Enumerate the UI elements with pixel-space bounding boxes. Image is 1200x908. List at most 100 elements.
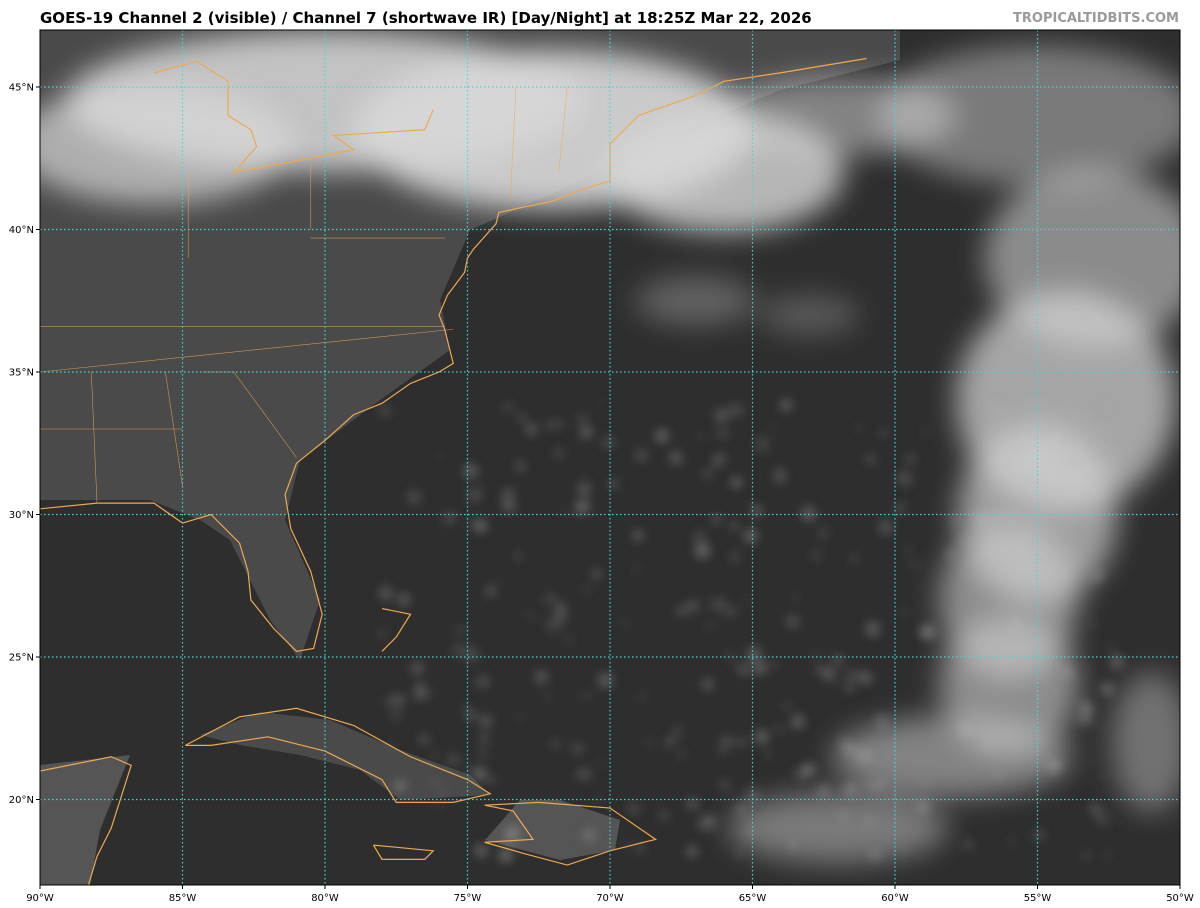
cloud-speck (393, 698, 400, 705)
cloud-speck (746, 646, 762, 662)
cloud-speck (817, 785, 830, 798)
cloud-speck (850, 554, 858, 562)
cloud-speck (1020, 663, 1030, 672)
cloud-speck (1009, 619, 1024, 633)
cloud-speck (922, 780, 928, 787)
land-cuba (200, 712, 490, 800)
cloud-speck (518, 413, 525, 421)
cloud-speck (728, 402, 744, 418)
cloud-speck (734, 665, 739, 670)
cloud-speck (719, 735, 734, 749)
cloud-mass (759, 295, 860, 335)
x-tick-label: 70°W (596, 893, 624, 904)
cloud-speck (803, 762, 816, 776)
cloud-speck (571, 742, 585, 756)
cloud-speck (725, 606, 738, 619)
cloud-speck (811, 550, 822, 561)
cloud-speck (671, 727, 683, 739)
cloud-speck (1099, 723, 1106, 729)
cloud-speck (700, 814, 717, 830)
cloud-speck (791, 714, 805, 729)
cloud-speck (973, 511, 989, 527)
cloud-speck (636, 844, 644, 852)
cloud-speck (583, 586, 590, 593)
cloud-speck (1031, 576, 1038, 583)
cloud-speck (838, 808, 844, 814)
cloud-speck (730, 552, 741, 563)
cloud-speck (475, 520, 487, 532)
cloud-speck (591, 568, 603, 580)
x-tick-label: 85°W (169, 893, 197, 904)
cloud-mass (635, 275, 756, 326)
cloud-speck (514, 553, 522, 561)
cloud-speck (725, 651, 734, 660)
cloud-speck (1095, 811, 1110, 826)
cloud-speck (772, 470, 788, 485)
cloud-speck (896, 470, 913, 487)
cloud-speck (554, 448, 564, 459)
cloud-speck (855, 746, 872, 763)
cloud-speck (598, 760, 604, 765)
cloud-detail-layer (377, 399, 1125, 863)
cloud-speck (545, 616, 562, 633)
cloud-speck (843, 782, 859, 798)
cloud-speck (544, 693, 551, 700)
cloud-speck (736, 804, 746, 814)
cloud-speck (390, 709, 402, 721)
x-tick-label: 80°W (311, 893, 339, 904)
cloud-speck (477, 732, 491, 745)
cloud-speck (397, 593, 411, 606)
cloud-speck (567, 637, 573, 643)
x-tick-label: 50°W (1166, 893, 1194, 904)
coastline (185, 707, 492, 803)
cloud-speck (1090, 803, 1101, 814)
cloud-speck (1090, 484, 1106, 500)
cloud-speck (485, 586, 496, 597)
cloud-speck (596, 797, 602, 803)
cloud-speck (856, 425, 862, 431)
cloud-speck (551, 739, 561, 749)
cloud-speck (632, 530, 644, 541)
cloud-speck (754, 436, 771, 452)
cloud-speck (473, 767, 487, 781)
cloud-speck (993, 771, 1002, 780)
cloud-speck (515, 461, 526, 472)
cloud-speck (544, 592, 556, 605)
cloud-mass (40, 84, 294, 204)
coastlines (40, 57, 867, 885)
cloud-speck (1082, 851, 1090, 860)
cloud-speck (502, 488, 514, 499)
cloud-speck (476, 674, 490, 689)
cloud-speck (393, 779, 407, 793)
cloud-speck (864, 780, 877, 793)
y-tick-label: 25°N (9, 653, 34, 664)
cloud-speck (658, 810, 669, 821)
state-border (509, 86, 517, 202)
y-tick-label: 35°N (9, 368, 34, 379)
cloud-speck (1083, 509, 1089, 515)
cloud-speck (712, 515, 721, 524)
cloud-speck (714, 408, 730, 423)
cloud-speck (858, 671, 872, 685)
cloud-speck (576, 767, 592, 782)
map-title: GOES-19 Channel 2 (visible) / Channel 7 … (40, 9, 812, 27)
cloud-speck (525, 423, 537, 435)
coastline (372, 844, 435, 860)
cloud-speck (474, 844, 488, 858)
cloud-speck (502, 498, 516, 512)
coastline (232, 109, 434, 174)
cloud-speck (841, 741, 856, 756)
cloud-speck (800, 506, 816, 522)
coastline (484, 801, 658, 866)
cloud-speck (635, 566, 641, 572)
cloud-speck (963, 840, 974, 851)
cloud-speck (694, 542, 711, 559)
cloud-speck (1005, 444, 1019, 459)
cloud-speck (982, 737, 998, 754)
cloud-speck (693, 530, 707, 544)
cloud-speck (916, 800, 930, 814)
cloud-speck (712, 596, 728, 612)
cloud-speck (697, 823, 704, 829)
y-tick-label: 30°N (9, 510, 34, 521)
